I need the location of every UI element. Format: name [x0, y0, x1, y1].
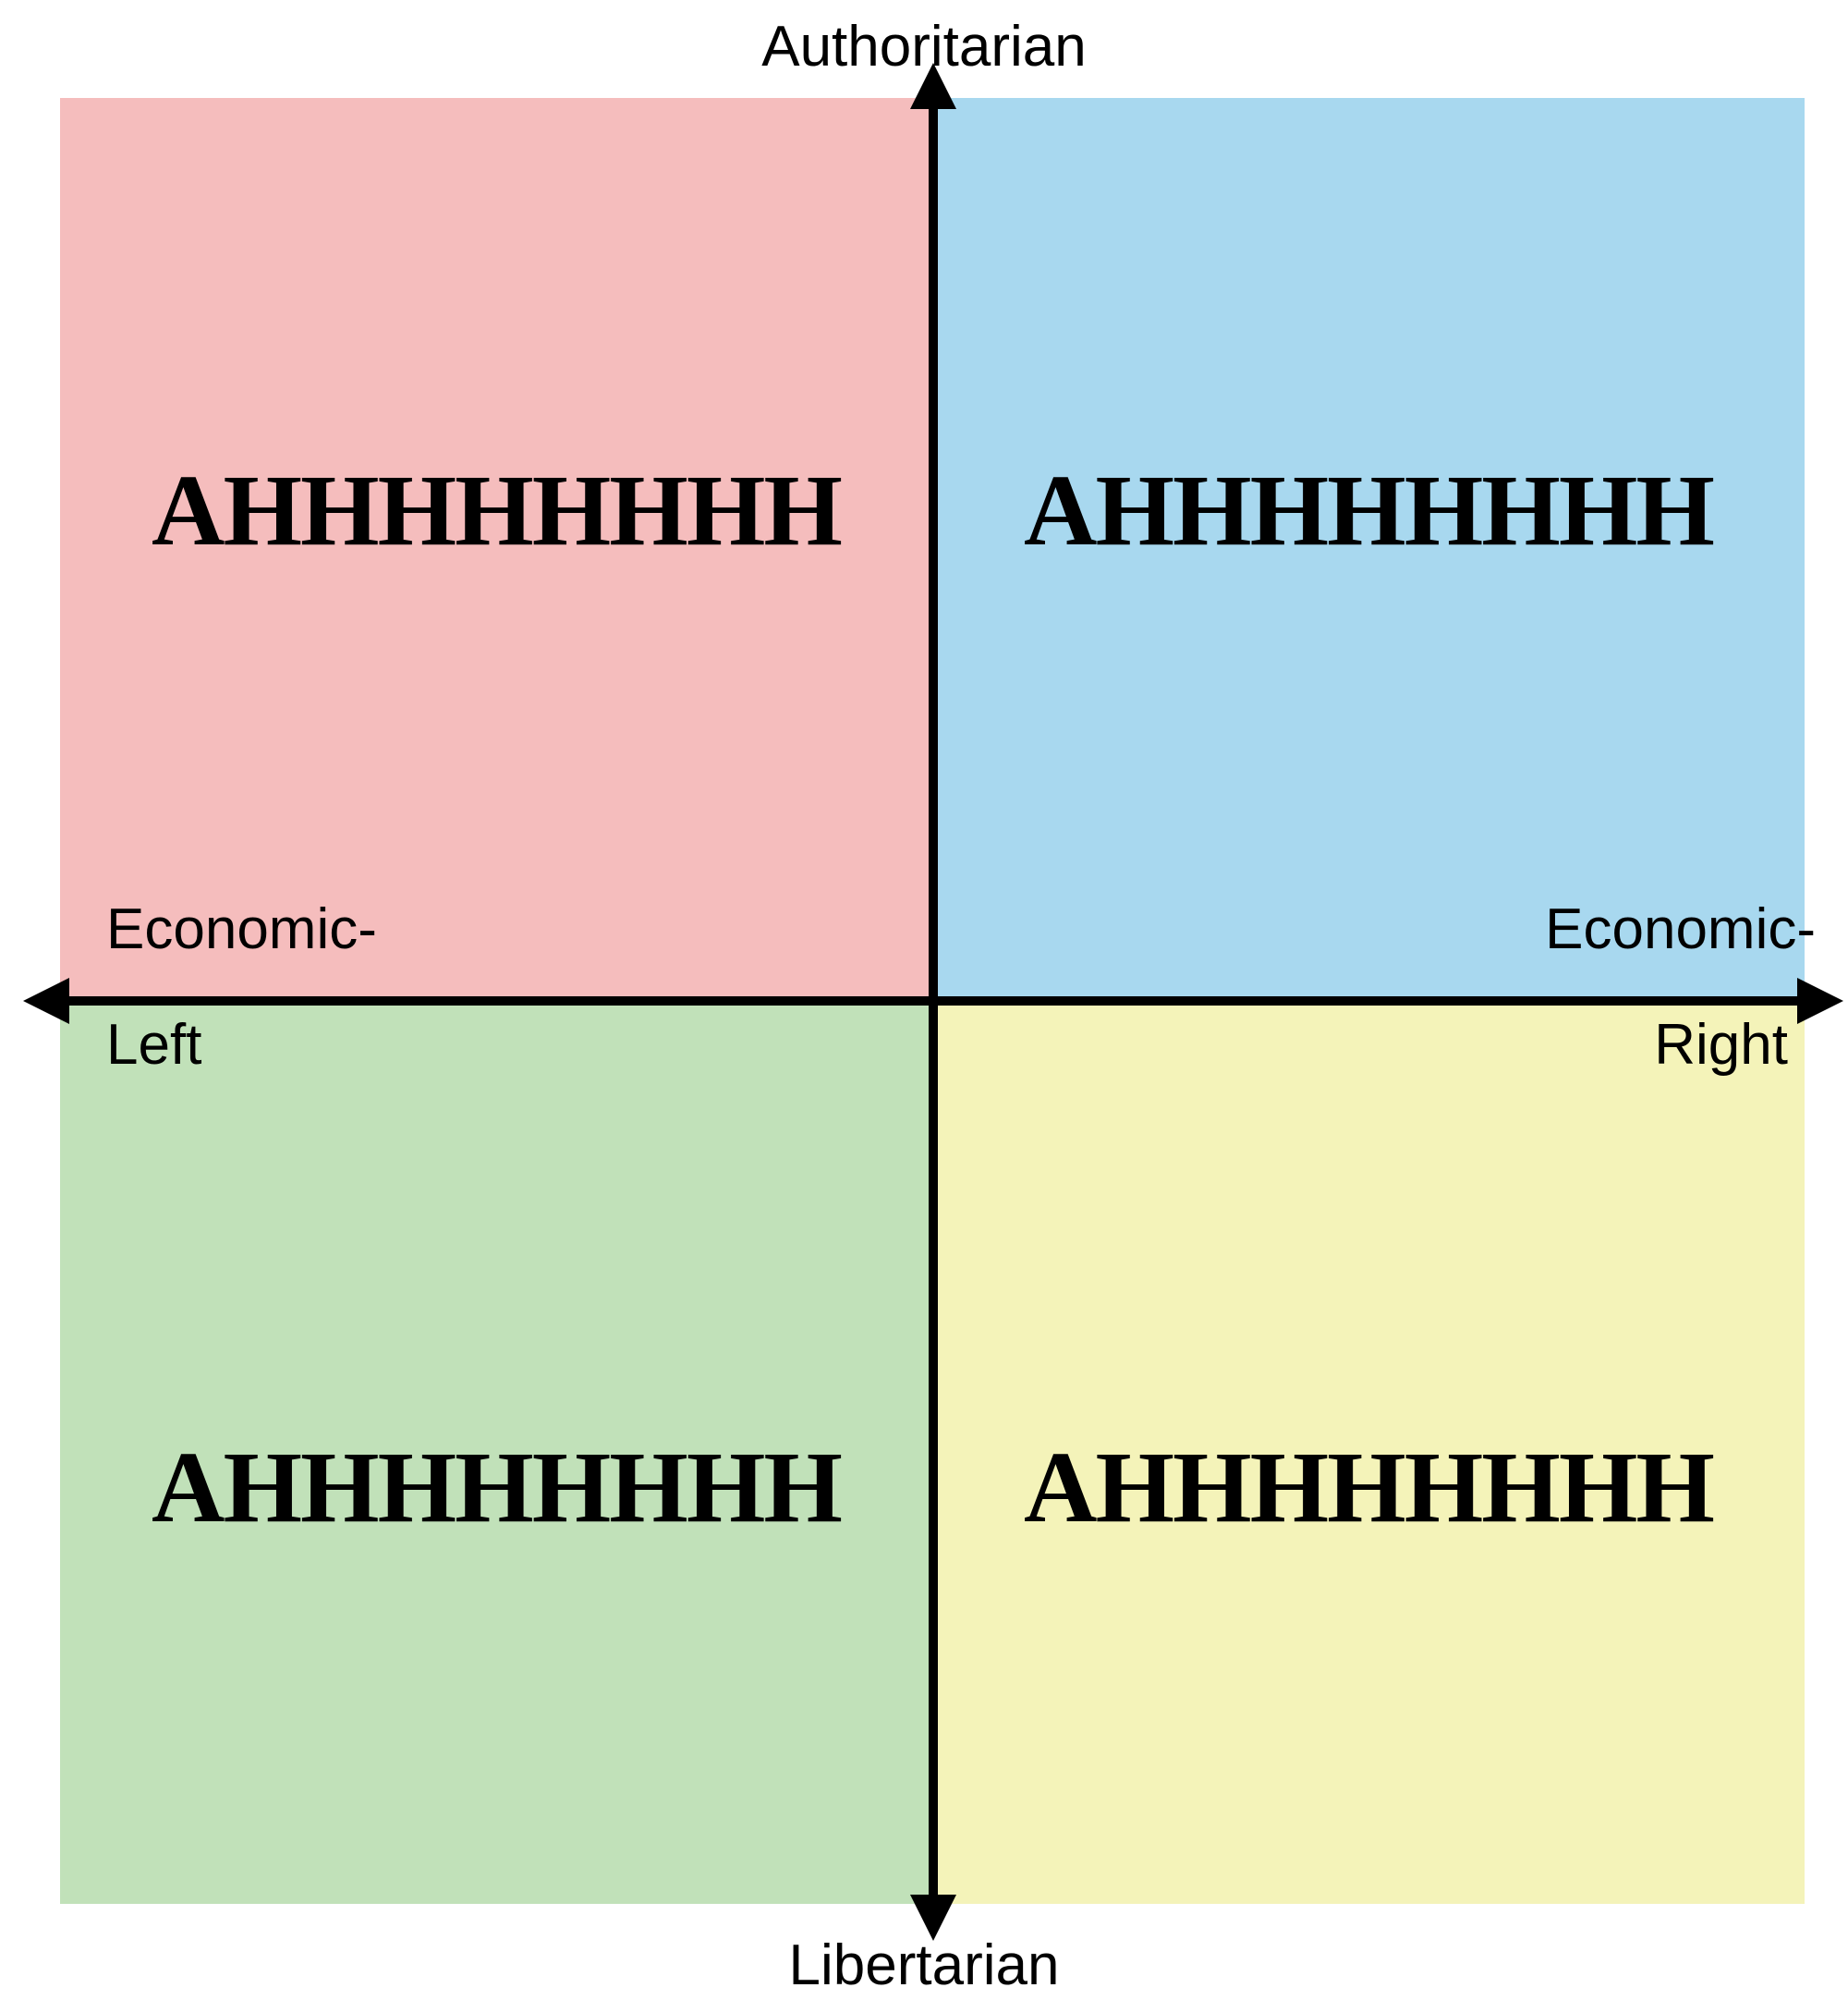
quadrant-lib-left: AHHHHHHHH: [60, 1001, 932, 1904]
quadrant-auth-left: AHHHHHHHH: [60, 98, 932, 1001]
axis-label-left-line2: Left: [106, 1012, 201, 1078]
political-compass-container: Authoritarian AHHHHHHHH AHHHHHHHH AHHHHH…: [0, 0, 1848, 2012]
axis-label-right-line2: Right: [1654, 1012, 1788, 1078]
quadrant-text-lib-left: AHHHHHHHH: [152, 1429, 841, 1546]
quadrant-text-lib-right: AHHHHHHHH: [1024, 1429, 1713, 1546]
axis-label-left-line1: Economic-: [106, 896, 377, 962]
quadrant-auth-right: AHHHHHHHH: [932, 98, 1805, 1001]
arrow-up-icon: [910, 63, 956, 109]
arrow-right-icon: [1797, 978, 1843, 1024]
arrow-left-icon: [23, 978, 69, 1024]
axis-label-right-line1: Economic-: [1545, 896, 1816, 962]
axis-label-bottom: Libertarian: [789, 1933, 1060, 1998]
horizontal-axis-line: [46, 996, 1820, 1006]
quadrant-lib-right: AHHHHHHHH: [932, 1001, 1805, 1904]
quadrant-text-auth-right: AHHHHHHHH: [1024, 452, 1713, 569]
quadrant-text-auth-left: AHHHHHHHH: [152, 452, 841, 569]
